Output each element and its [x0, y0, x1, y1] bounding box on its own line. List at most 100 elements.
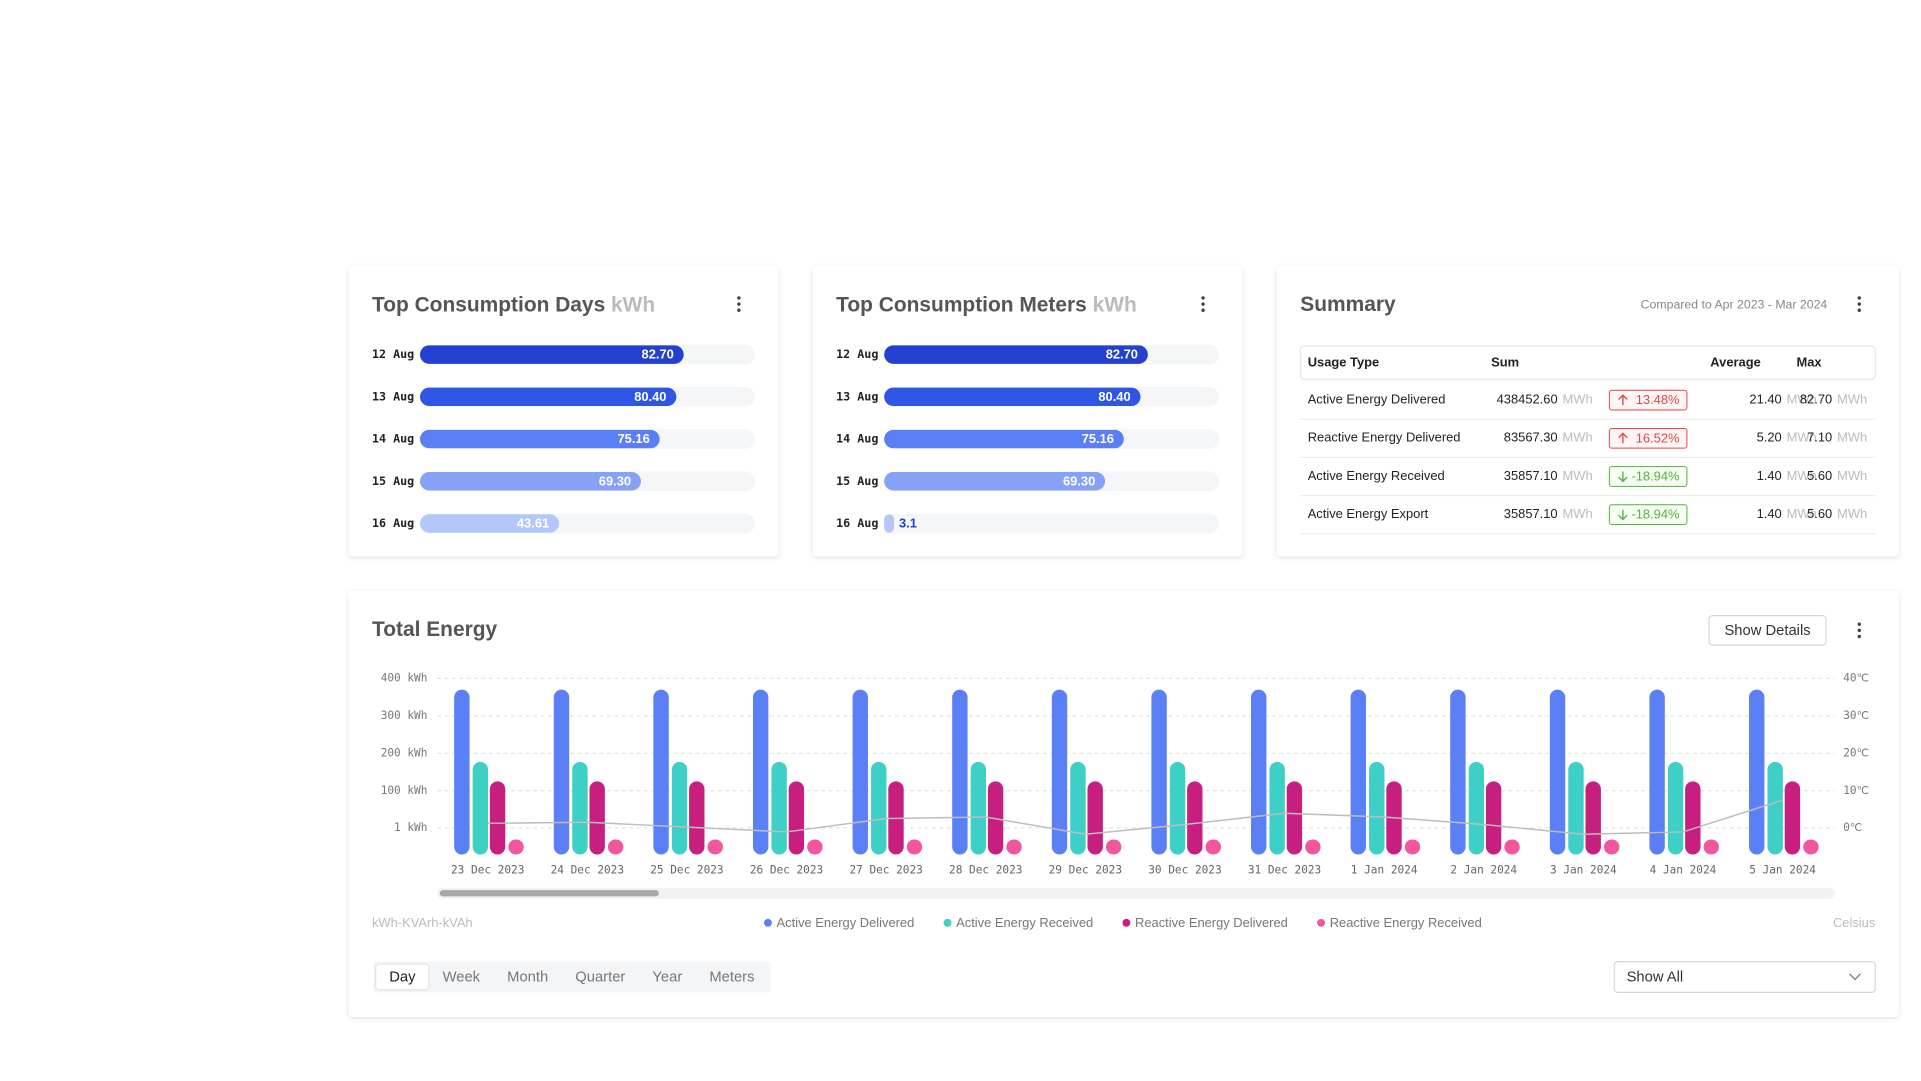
trend-arrow	[1618, 471, 1628, 483]
average-value: 1.40	[1757, 468, 1782, 483]
period-tab[interactable]	[375, 963, 430, 991]
usage-type: Active Energy Received	[1308, 468, 1445, 483]
bar	[607, 839, 624, 855]
y-tick-label: 100 kWh	[381, 784, 428, 797]
usage-type: Active Energy Export	[1308, 506, 1429, 521]
period-tab-label[interactable]: Meters	[709, 969, 754, 985]
card	[1276, 265, 1899, 557]
trend-arrow	[1618, 394, 1628, 406]
filter-dropdown[interactable]	[1613, 960, 1876, 993]
change-badge	[1608, 389, 1688, 411]
value-label: 75.16	[617, 431, 649, 446]
x-tick-label: 24 Dec 2023	[551, 863, 624, 876]
bar	[1205, 839, 1221, 855]
unit: MWh	[1837, 506, 1867, 521]
bar	[952, 689, 968, 855]
period-tab-label[interactable]: Quarter	[575, 969, 625, 985]
average-value: 5.20	[1757, 430, 1782, 445]
menu-icon[interactable]	[1201, 296, 1205, 312]
card-title: Top Consumption Meters kWh	[836, 293, 1137, 316]
change-value: 16.52%	[1636, 430, 1680, 445]
usage-type: Reactive Energy Delivered	[1308, 430, 1461, 445]
usage-type: Active Energy Delivered	[1308, 392, 1446, 407]
sum-value: 83567.30	[1504, 430, 1558, 445]
bar	[707, 839, 723, 855]
period-tab-label[interactable]: Week	[443, 969, 481, 985]
table-header	[1299, 345, 1876, 380]
bar	[1251, 689, 1267, 855]
bar	[1187, 781, 1203, 855]
scrollbar-thumb[interactable]	[439, 890, 659, 897]
period-tab-label[interactable]: Month	[507, 969, 548, 985]
bar	[1568, 761, 1584, 855]
unit: MWh	[1563, 392, 1593, 407]
scrollbar-track[interactable]	[437, 887, 1835, 899]
value-label: 80.40	[1098, 389, 1130, 404]
bar	[1603, 839, 1620, 855]
bar	[1051, 689, 1068, 855]
temperature-line	[487, 799, 1783, 836]
trend-arrow	[1618, 432, 1628, 444]
max-value: 5.60	[1807, 506, 1832, 521]
button-label[interactable]: Show Details	[1724, 623, 1810, 639]
row-label: 12 Aug	[836, 347, 878, 361]
legend-label: Reactive Energy Received	[1330, 915, 1482, 930]
bar	[1703, 839, 1719, 855]
unit: MWh	[1563, 468, 1593, 483]
x-tick-label: 27 Dec 2023	[849, 863, 922, 876]
period-tab-label[interactable]: Day	[389, 969, 416, 985]
bar	[987, 781, 1004, 855]
x-tick-label: 3 Jan 2024	[1550, 863, 1617, 876]
sum-value: 35857.10	[1504, 506, 1558, 521]
bar	[572, 761, 588, 855]
bar	[752, 689, 769, 855]
bar	[884, 429, 1124, 449]
bar	[807, 839, 823, 855]
row-label: 12 Aug	[372, 347, 414, 361]
bar	[689, 781, 705, 855]
unit: MWh	[1787, 392, 1817, 407]
bar	[1585, 781, 1601, 855]
legend-label: Reactive Energy Delivered	[1135, 915, 1288, 930]
bar	[1749, 689, 1765, 855]
menu-icon[interactable]	[1857, 622, 1862, 639]
legend-label: Active Energy Delivered	[777, 915, 915, 930]
max-value: 82.70	[1800, 392, 1832, 407]
bar	[884, 514, 895, 533]
y2-tick-label: 10℃	[1843, 784, 1869, 797]
period-tabs	[373, 961, 771, 993]
legend-label: Active Energy Received	[956, 915, 1093, 930]
bar	[420, 429, 660, 449]
column-header: Usage Type	[1308, 355, 1380, 370]
unit: MWh	[1787, 468, 1817, 483]
bar	[1468, 761, 1485, 855]
unit: MWh	[1837, 392, 1867, 407]
y-tick-label: 200 kWh	[381, 746, 428, 759]
dropdown-label[interactable]: Show All	[1627, 969, 1684, 985]
bar	[1549, 689, 1566, 855]
menu-icon[interactable]	[737, 296, 741, 312]
menu-icon[interactable]	[1857, 296, 1862, 312]
show-details-button[interactable]	[1708, 614, 1827, 646]
bar	[1269, 761, 1285, 855]
unit: MWh	[1787, 506, 1817, 521]
column-header: Average	[1710, 355, 1760, 370]
value-label: 3.1	[899, 516, 917, 531]
row-label: 13 Aug	[836, 389, 878, 403]
value-label: 43.61	[517, 516, 549, 531]
x-tick-label: 30 Dec 2023	[1148, 863, 1221, 876]
bar	[970, 761, 987, 855]
row-label: 16 Aug	[372, 516, 414, 530]
bar	[508, 839, 524, 855]
y-axis-title: kWh-KVArh-kVAh	[372, 915, 473, 930]
value-label: 80.40	[634, 389, 666, 404]
period-tab-label[interactable]: Year	[652, 969, 682, 985]
sum-value: 438452.60	[1497, 392, 1558, 407]
unit: MWh	[1563, 430, 1593, 445]
trend-arrow	[1618, 509, 1628, 521]
bar	[671, 761, 688, 855]
bar	[1784, 781, 1801, 855]
card	[348, 590, 1899, 1017]
